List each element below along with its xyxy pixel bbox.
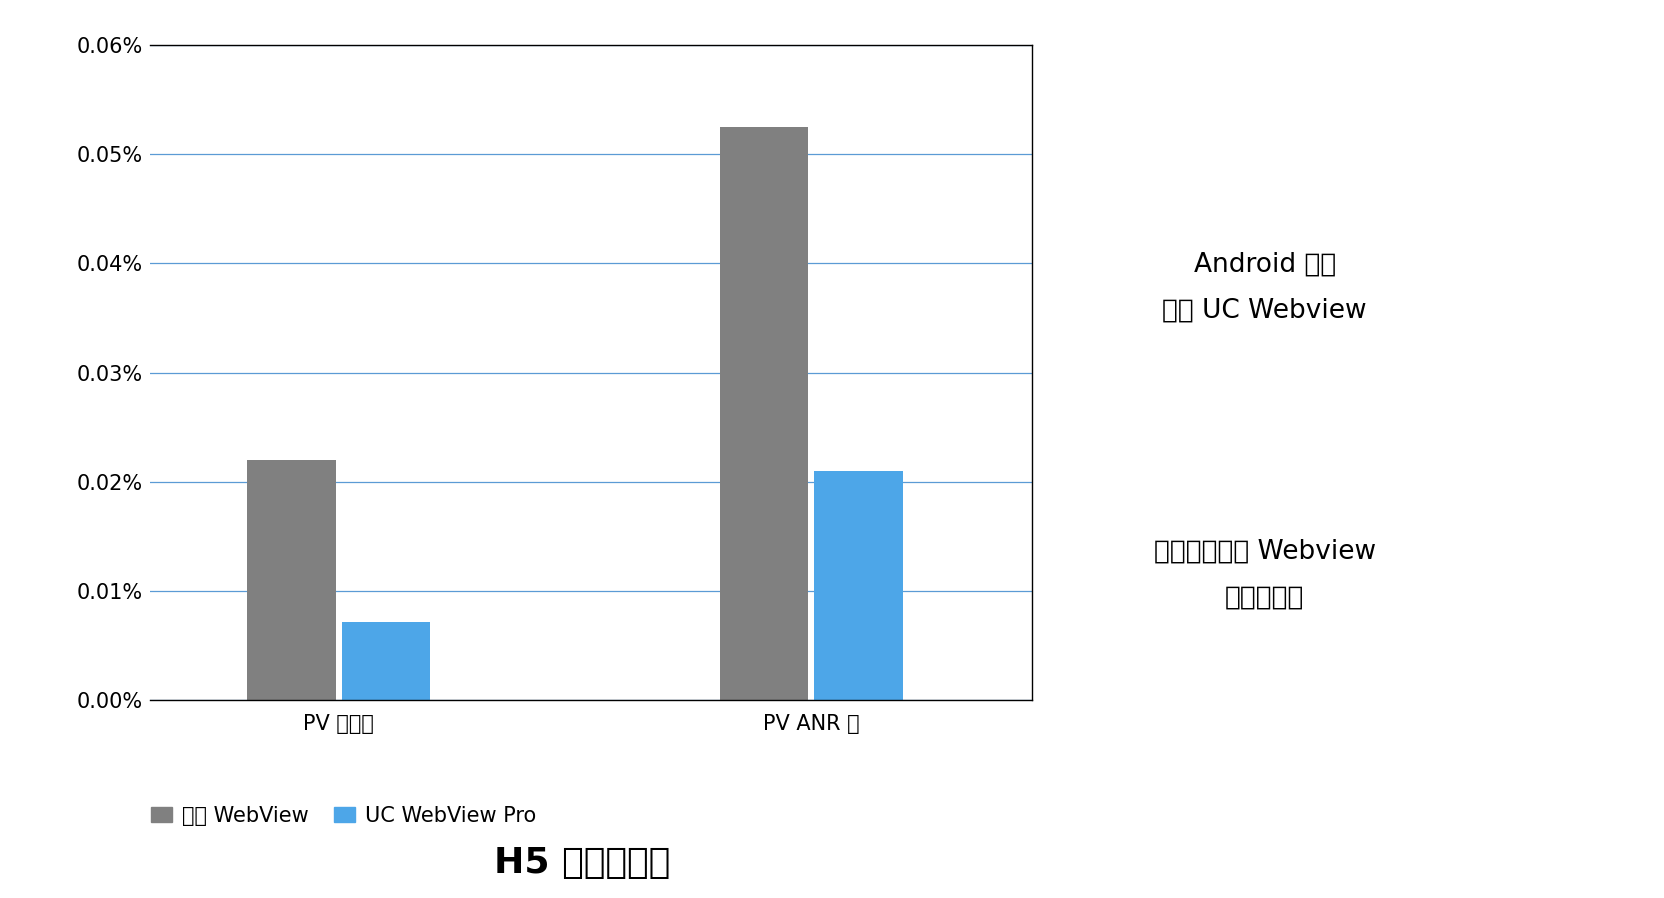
Bar <box>341 621 429 700</box>
Legend: 系统 WebView, UC WebView Pro: 系统 WebView, UC WebView Pro <box>143 797 544 834</box>
Bar <box>721 127 809 700</box>
Bar <box>814 471 902 700</box>
Text: Android 平台
基于 UC Webview: Android 平台 基于 UC Webview <box>1163 251 1366 323</box>
Bar <box>248 460 336 700</box>
Text: 解决安卓系统 Webview
碎片化问题: 解决安卓系统 Webview 碎片化问题 <box>1153 539 1376 611</box>
Text: H5 容器稳定性: H5 容器稳定性 <box>494 846 671 880</box>
